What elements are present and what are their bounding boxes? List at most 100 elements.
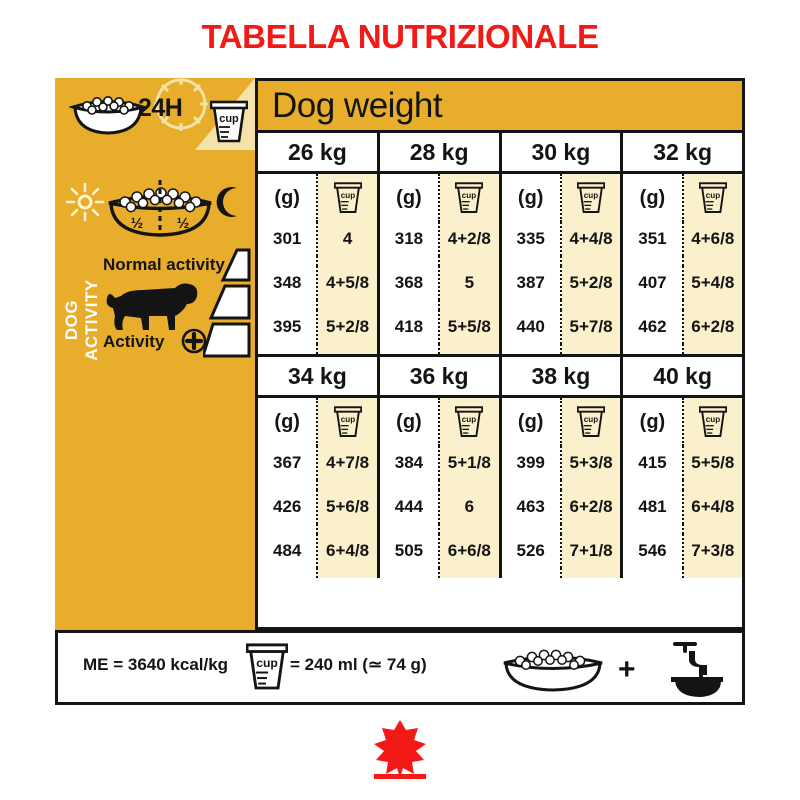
grams-value: 367: [258, 446, 319, 480]
grams-value: 440: [501, 310, 562, 344]
grams-value: 484: [258, 534, 319, 568]
grams-unit-label: (g): [379, 398, 441, 446]
cup-unit-cell: cup: [683, 398, 742, 446]
measuring-cup-icon: cup: [455, 406, 484, 437]
grams-unit-label: (g): [623, 398, 684, 446]
grams-value: 418: [379, 310, 441, 344]
cup-value: 5+3/8: [561, 446, 621, 480]
table-row: 367 4+7/8 384 5+1/8 399 5+3/8 415 5+5/8: [258, 446, 742, 480]
grams-value: 407: [623, 266, 684, 300]
cup-value: 5+5/8: [683, 446, 742, 480]
grams-value: 301: [258, 222, 319, 256]
table-row: 426 5+6/8 444 6 463 6+2/8 481 6+4/8: [258, 490, 742, 524]
svg-text:cup: cup: [256, 656, 278, 670]
svg-text:cup: cup: [340, 191, 354, 200]
svg-text:cup: cup: [340, 415, 354, 424]
dog-weight-title: Dog weight: [272, 85, 443, 125]
dog-activity-vertical-label: DOG ACTIVITY: [62, 279, 101, 361]
table-row: 484 6+4/8 505 6+6/8 526 7+1/8 546 7+3/8: [258, 534, 742, 568]
weight-cell: 34 kg: [258, 357, 380, 395]
svg-text:½: ½: [131, 215, 144, 232]
cup-value: 4: [318, 222, 377, 256]
cup-value: 5+1/8: [440, 446, 499, 480]
weight-cell: 38 kg: [501, 357, 624, 395]
dog-food-bowl-icon: [503, 649, 603, 692]
page-title: TABELLA NUTRIZIONALE: [201, 18, 599, 55]
feeding-frequency-zone: 24H cup: [55, 77, 255, 150]
grams-unit-label: (g): [258, 174, 319, 222]
table-row: 301 4 318 4+2/8 335 4+4/8 351 4+6/8: [258, 222, 742, 256]
grams-value: 348: [258, 266, 319, 300]
royal-canin-crest-logo: [0, 718, 800, 785]
grams-unit-label: (g): [501, 398, 562, 446]
cup-value: 4+5/8: [318, 266, 377, 300]
grams-unit-label: (g): [623, 174, 684, 222]
cup-unit-cell: cup: [318, 398, 377, 446]
grams-value: 318: [379, 222, 441, 256]
cup-value: 4+6/8: [683, 222, 742, 256]
measuring-cup-icon: cup: [698, 406, 727, 437]
measuring-cup-icon: cup: [577, 182, 606, 213]
cup-value: 6+6/8: [440, 534, 499, 568]
weight-cell: 28 kg: [379, 133, 502, 171]
measuring-cup-icon: cup: [246, 643, 288, 690]
weight-header-row: 34 kg 36 kg 38 kg 40 kg: [258, 357, 742, 398]
half-portion-bowl-icon: ½ ½: [108, 180, 212, 237]
plus-circle-icon[interactable]: [181, 328, 207, 354]
grams-unit-label: (g): [379, 174, 441, 222]
svg-text:cup: cup: [462, 191, 476, 200]
cup-value: 5+4/8: [683, 266, 742, 300]
plus-sign: +: [618, 653, 636, 686]
dog-weight-header: Dog weight: [258, 81, 742, 133]
clock-24h-icon: [154, 77, 208, 131]
grams-value: 526: [501, 534, 562, 568]
svg-text:½: ½: [177, 215, 190, 232]
feeding-table: Dog weight 26 kg 28 kg 30 kg 32 kg (g) cu…: [255, 78, 745, 630]
cup-value: 6+2/8: [561, 490, 621, 524]
grams-value: 505: [379, 534, 441, 568]
measuring-cup-icon: cup: [210, 100, 248, 143]
dog-activity-sidebar: ½ ½ DOG ACTIVITY Normal activity Activit…: [55, 150, 255, 630]
cup-value: 4+2/8: [440, 222, 499, 256]
grams-value: 368: [379, 266, 441, 300]
grams-value: 399: [501, 446, 562, 480]
cup-value: 5+6/8: [318, 490, 377, 524]
moon-icon: [216, 187, 237, 217]
grams-value: 384: [379, 446, 441, 480]
cup-value: 4+7/8: [318, 446, 377, 480]
svg-text:cup: cup: [219, 113, 239, 125]
metabolizable-energy-label: ME = 3640 kcal/kg: [83, 655, 229, 674]
weight-cell: 32 kg: [623, 133, 742, 171]
svg-text:cup: cup: [584, 191, 598, 200]
grams-value: 462: [623, 310, 684, 344]
grams-value: 335: [501, 222, 562, 256]
cup-value: 4+4/8: [561, 222, 621, 256]
nutrition-panel: 24H cup: [55, 77, 745, 705]
measuring-cup-icon: cup: [698, 182, 727, 213]
cup-value: 7+1/8: [561, 534, 621, 568]
unit-header-row: (g) cup (g) cup (g) cup (g) cup: [258, 398, 742, 446]
cup-value: 6: [440, 490, 499, 524]
cup-volume-label: = 240 ml (≃ 74 g): [290, 655, 427, 674]
activity-level-indicator: [203, 248, 251, 358]
unit-header-row: (g) cup (g) cup (g) cup (g) cup: [258, 174, 742, 222]
grams-value: 395: [258, 310, 319, 344]
weight-header-row: 26 kg 28 kg 30 kg 32 kg: [258, 133, 742, 174]
cup-value: 5+5/8: [440, 310, 499, 344]
grams-value: 415: [623, 446, 684, 480]
svg-text:cup: cup: [706, 191, 720, 200]
cup-unit-cell: cup: [318, 174, 377, 222]
cup-value: 5+7/8: [561, 310, 621, 344]
block-divider: [258, 354, 742, 357]
grams-value: 463: [501, 490, 562, 524]
dog-silhouette-icon: [106, 283, 198, 330]
grams-value: 481: [623, 490, 684, 524]
grams-unit-label: (g): [501, 174, 562, 222]
weight-cell: 40 kg: [623, 357, 742, 395]
grams-value: 546: [623, 534, 684, 568]
cup-unit-cell: cup: [440, 398, 499, 446]
weight-cell: 30 kg: [501, 133, 624, 171]
grams-value: 351: [623, 222, 684, 256]
normal-activity-label: Normal activity: [103, 255, 225, 274]
cup-unit-cell: cup: [683, 174, 742, 222]
